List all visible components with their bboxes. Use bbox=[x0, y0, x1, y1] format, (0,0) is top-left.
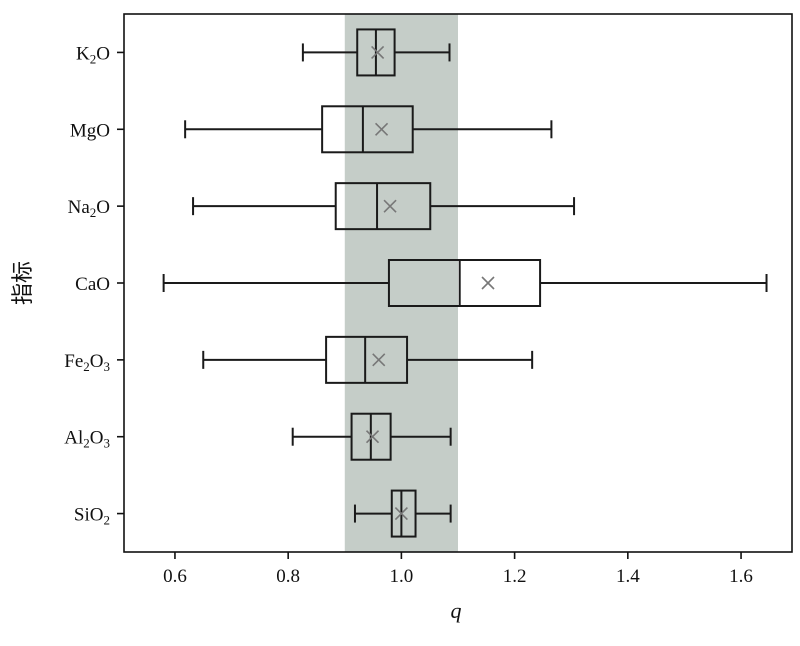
mean-marker bbox=[375, 122, 389, 136]
x-tick-label: 1.0 bbox=[390, 566, 414, 587]
mean-marker bbox=[371, 45, 385, 59]
y-axis-title: 指标 bbox=[10, 261, 35, 305]
box-3 bbox=[162, 259, 768, 307]
iqr-box bbox=[334, 182, 432, 231]
y-category-label: CaO bbox=[75, 274, 110, 295]
mean-marker bbox=[383, 199, 397, 213]
box-series bbox=[162, 28, 768, 538]
y-category-label: SiO2 bbox=[74, 505, 110, 528]
mean-marker bbox=[481, 276, 495, 290]
iqr-box bbox=[387, 259, 542, 307]
box-0 bbox=[301, 28, 451, 77]
box-5 bbox=[291, 412, 452, 461]
mean-marker bbox=[365, 430, 380, 444]
iqr-box bbox=[321, 105, 414, 154]
x-tick-label: 1.2 bbox=[503, 566, 527, 587]
x-tick-label: 1.6 bbox=[729, 566, 753, 587]
box-2 bbox=[192, 182, 576, 231]
y-category-label: Al2O3 bbox=[64, 428, 110, 451]
iqr-box bbox=[390, 489, 417, 538]
mean-marker bbox=[394, 507, 408, 521]
box-1 bbox=[184, 105, 553, 154]
y-category-label: Na2O bbox=[68, 197, 110, 220]
y-category-label: Fe2O3 bbox=[64, 351, 110, 374]
y-category-label: K2O bbox=[76, 43, 110, 66]
mean-marker bbox=[372, 353, 386, 367]
x-tick-label: 1.4 bbox=[616, 566, 640, 587]
x-tick-label: 0.6 bbox=[163, 566, 187, 587]
y-category-label: MgO bbox=[70, 120, 110, 141]
box-6 bbox=[353, 489, 452, 538]
y-axis-category-labels: K2O MgO Na2O CaO Fe2O3 Al2O3 SiO2 bbox=[64, 43, 124, 528]
iqr-box bbox=[325, 335, 409, 384]
x-tick-label: 0.8 bbox=[276, 566, 300, 587]
x-axis-ticks: 0.6 0.8 1.0 1.2 1.4 1.6 bbox=[163, 552, 753, 587]
box-4 bbox=[202, 335, 534, 384]
x-axis-title: q bbox=[451, 598, 462, 623]
